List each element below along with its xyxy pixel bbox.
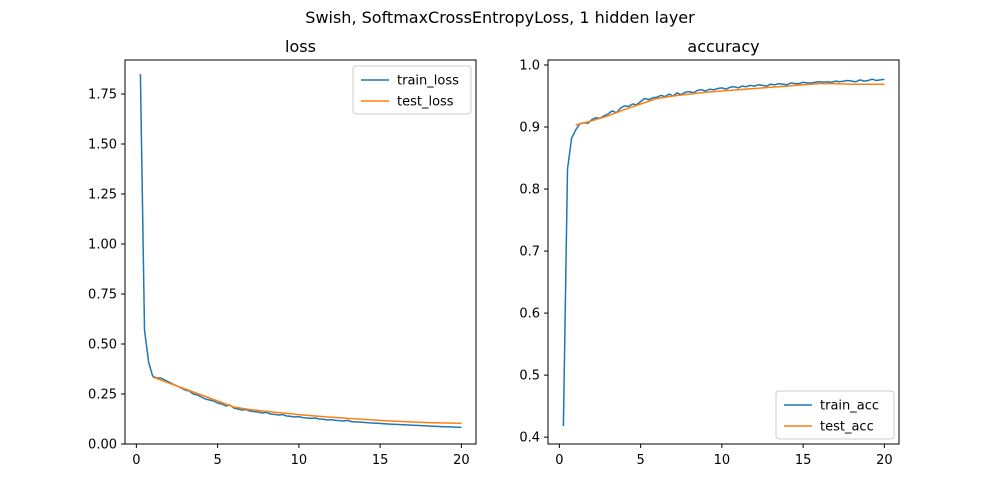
test-loss-legend-label: test_loss [397,95,454,110]
accuracy-y-tick-label: 1.0 [519,58,540,73]
loss-x-tick-label: 5 [213,453,221,468]
accuracy-x-tick-label: 15 [795,453,812,468]
loss-axes: loss 0 5 10 15 20 0.00 0.25 0.50 0.75 1.00 1.25 1.50… [88,37,477,468]
loss-x-tick-label: 20 [453,453,470,468]
accuracy-y-tick-label: 0.8 [519,183,540,198]
test-acc-legend-label: test_acc [820,420,874,435]
train-loss-line [139,73,462,429]
train-loss-legend-label: train_loss [397,74,459,89]
accuracy-x-tick-label: 5 [636,453,644,468]
loss-y-tick-label: 0.00 [88,438,117,453]
loss-axes-frame [124,59,477,445]
accuracy-y-tick-label: 0.7 [519,245,540,260]
test-acc-line [575,82,885,126]
accuracy-y-tick-label: 0.6 [519,307,540,322]
loss-title: loss [285,37,316,56]
accuracy-x-tick-label: 20 [876,453,893,468]
accuracy-y-tick-label: 0.5 [519,369,540,384]
accuracy-x-tick-label: 10 [714,453,731,468]
accuracy-axes: accuracy 0 5 10 15 20 0.4 0.5 0.6 0.7 0.8 0.9 1.0 tra… [519,37,900,468]
accuracy-legend [775,390,895,440]
loss-y-tick-label: 1.75 [88,88,117,103]
loss-legend [352,65,472,115]
accuracy-title: accuracy [687,37,759,56]
accuracy-axes-frame [547,59,900,445]
train-acc-line [562,78,885,427]
accuracy-y-tick-label: 0.4 [519,431,540,446]
train-acc-legend-label: train_acc [820,399,879,414]
loss-x-tick-label: 15 [372,453,389,468]
test-loss-line [152,376,462,424]
loss-y-tick-label: 0.25 [88,388,117,403]
loss-y-tick-label: 1.50 [88,138,117,153]
loss-y-tick-label: 1.25 [88,188,117,203]
loss-y-tick-label: 1.00 [88,238,117,253]
loss-x-tick-label: 0 [132,453,140,468]
figure-suptitle: Swish, SoftmaxCrossEntropyLoss, 1 hidden… [305,8,695,27]
accuracy-y-tick-label: 0.9 [519,120,540,135]
accuracy-x-tick-label: 0 [555,453,563,468]
loss-y-tick-label: 0.75 [88,288,117,303]
loss-y-tick-label: 0.50 [88,338,117,353]
loss-x-tick-label: 10 [291,453,308,468]
